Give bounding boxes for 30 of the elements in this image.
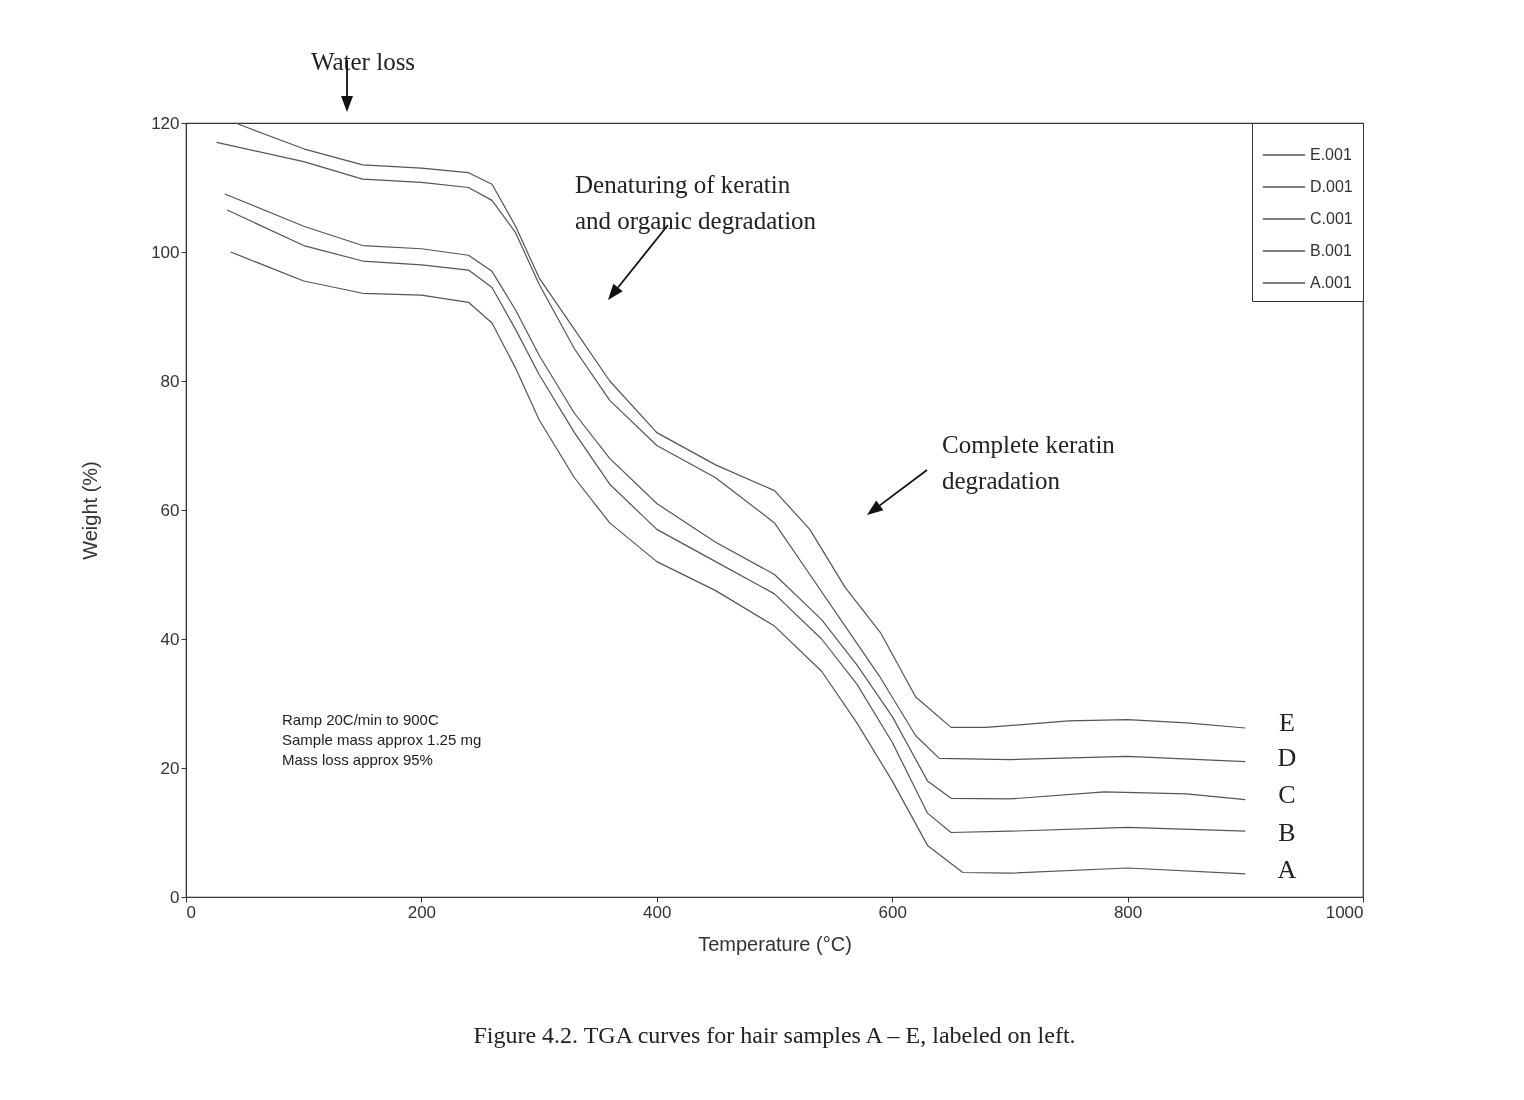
annotation: B bbox=[1278, 818, 1296, 847]
y-tick-label: 0 bbox=[170, 887, 180, 907]
text: Water loss bbox=[310, 48, 416, 75]
x-tick-label: 200 bbox=[407, 902, 437, 922]
x-tick-label: 1000 bbox=[1325, 902, 1364, 922]
x-tick-label: 800 bbox=[1113, 902, 1143, 922]
annotation: Denaturing of keratin and organic degradation bbox=[575, 171, 817, 234]
x-tick-label: 0 bbox=[186, 902, 196, 922]
y-tick-label: 80 bbox=[160, 371, 180, 391]
y-tick-label: 60 bbox=[160, 500, 180, 520]
legend-label: E.001 bbox=[1310, 146, 1352, 163]
annotation: C bbox=[1278, 780, 1296, 809]
y-tick-label: 120 bbox=[151, 113, 180, 133]
y-tick-label: 20 bbox=[160, 758, 180, 778]
x-axis-title: Temperature (°C) bbox=[698, 932, 852, 955]
legend-label: A.001 bbox=[1310, 274, 1352, 291]
annotation: D bbox=[1277, 743, 1297, 772]
y-axis-title: Weight (%) bbox=[79, 461, 102, 560]
annotation: Complete keratin degradation bbox=[942, 431, 1116, 494]
annotation: E bbox=[1279, 708, 1295, 737]
y-tick-label: 100 bbox=[151, 242, 180, 262]
y-tick-label: 40 bbox=[160, 629, 180, 649]
x-tick-label: 600 bbox=[878, 902, 907, 922]
legend-label: B.001 bbox=[1310, 242, 1352, 259]
text: Figure 4.2. TGA curves for hair samples A – E, labeled on left. bbox=[473, 1022, 1076, 1048]
annotation: Ramp 20C/min to 900C Sample mass approx 1.25 mg Mass loss approx 95% bbox=[282, 711, 482, 768]
annotation: A bbox=[1277, 855, 1297, 884]
x-tick-label: 400 bbox=[643, 902, 672, 922]
legend-label: D.001 bbox=[1310, 178, 1353, 195]
legend-label: C.001 bbox=[1310, 210, 1353, 227]
